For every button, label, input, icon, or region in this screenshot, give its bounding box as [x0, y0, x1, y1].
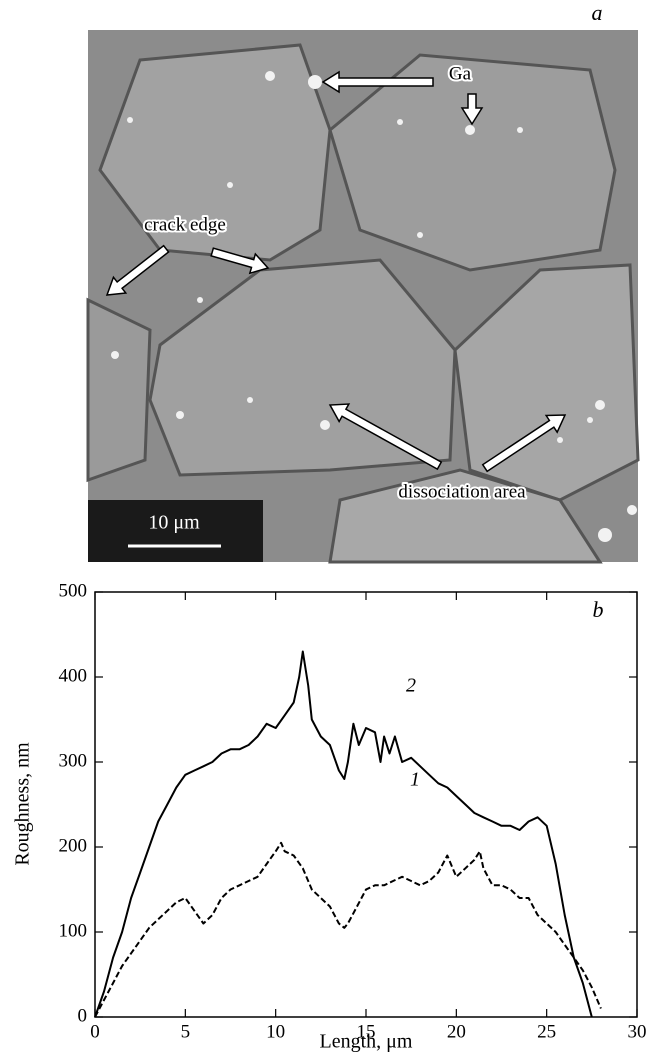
y-tick-label: 0	[78, 1005, 88, 1026]
x-tick-label: 10	[266, 1021, 285, 1042]
annotation: crack edge	[144, 214, 226, 235]
y-tick-label: 500	[59, 580, 88, 601]
x-tick-label: 20	[447, 1021, 466, 1042]
x-tick-label: 25	[537, 1021, 556, 1042]
annotation: dissociation area	[398, 481, 526, 502]
y-tick-label: 100	[59, 920, 88, 941]
series-label: 2	[406, 675, 416, 697]
x-tick-label: 5	[181, 1021, 191, 1042]
sem-image: 10 μm a Ga crack edge dissociation area	[88, 0, 638, 562]
y-tick-label: 300	[59, 750, 88, 771]
annotation: Ga	[449, 63, 472, 84]
scale-bar-label: 10 μm	[148, 512, 200, 534]
x-tick-label: 30	[628, 1021, 647, 1042]
panel-label: b	[593, 597, 604, 622]
panel-label: a	[592, 0, 603, 25]
grain	[88, 300, 150, 480]
y-axis-label: Roughness, nm	[12, 742, 34, 866]
x-tick-label: 15	[357, 1021, 376, 1042]
figure: 10 μm a Ga crack edge dissociation area …	[0, 0, 658, 1057]
plot-frame	[95, 592, 637, 1017]
series-label: 1	[410, 769, 420, 791]
y-tick-label: 400	[59, 665, 88, 686]
line-series	[95, 843, 601, 1017]
line-series	[95, 652, 592, 1018]
x-tick-label: 0	[90, 1021, 100, 1042]
y-tick-label: 200	[59, 835, 88, 856]
